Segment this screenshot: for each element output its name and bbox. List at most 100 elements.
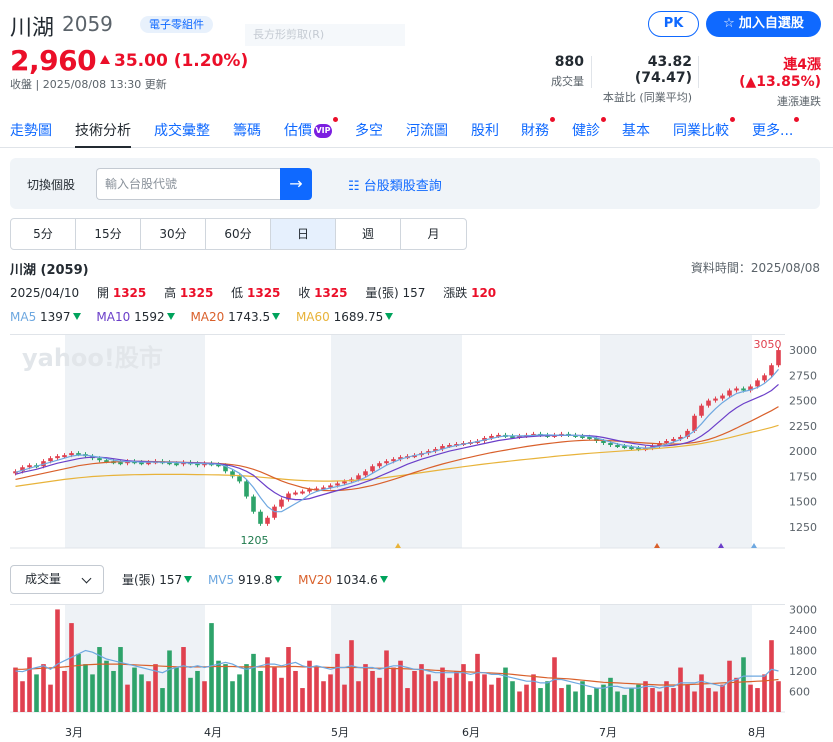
- min-annotation: 1205: [241, 534, 269, 547]
- period-15min[interactable]: 15分: [76, 219, 141, 249]
- section-nav: 走勢圖 技術分析 成交彙整 籌碼 估價 VIP 多空 河流圖 股利 財務 健診 基…: [0, 114, 833, 148]
- candle: [258, 511, 263, 524]
- notification-dot: [794, 117, 800, 122]
- tab-basic[interactable]: 基本: [622, 123, 650, 139]
- volume-bar: [734, 677, 739, 712]
- volume-chart[interactable]: 600 1200 1800 2400 3000 3月 4月 5月 6月 7月 8月: [0, 604, 833, 742]
- volume-bar: [727, 660, 732, 712]
- tab-technical[interactable]: 技術分析: [75, 120, 131, 148]
- volume-bar: [27, 657, 32, 712]
- volume-bar: [678, 667, 683, 712]
- ghost-tooltip: 長方形剪取(R): [245, 24, 405, 46]
- candle: [587, 436, 592, 439]
- stat-value: 43.82 (74.47): [634, 54, 692, 86]
- down-arrow-icon: [166, 313, 175, 320]
- tab-financial[interactable]: 財務: [521, 117, 555, 148]
- period-month[interactable]: 月: [427, 227, 440, 241]
- ma5-line: [15, 368, 779, 513]
- candle: [636, 448, 641, 451]
- category-tag[interactable]: 電子零組件: [140, 16, 213, 33]
- category-query-link[interactable]: ☷ 台股類股查詢: [348, 175, 442, 194]
- tab-more[interactable]: 更多...: [752, 117, 800, 148]
- add-watchlist-button[interactable]: ☆ 加入自選股: [706, 11, 821, 37]
- ohlc-change: 漲跌 120: [443, 286, 497, 300]
- volume-bar: [720, 684, 725, 712]
- down-arrow-icon: [184, 576, 193, 583]
- period-day[interactable]: 日: [271, 219, 336, 249]
- tab-chips[interactable]: 籌碼: [233, 123, 261, 139]
- ohlc-close: 收 1325: [298, 286, 348, 300]
- price-chart[interactable]: yahoo!股市 1250 1500 1750 2000 2250 2500 2750 3000…: [0, 334, 833, 552]
- candle: [601, 440, 606, 444]
- signal-marker: [751, 543, 757, 548]
- candle: [356, 475, 361, 480]
- period-week[interactable]: 週: [336, 219, 401, 249]
- down-arrow-icon: [379, 576, 388, 583]
- indicator-select-value: 成交量: [25, 572, 62, 586]
- data-time: 資料時間：2025/08/08: [690, 261, 820, 275]
- tab-trades[interactable]: 成交彙整: [154, 123, 210, 139]
- volume-bar: [594, 688, 599, 712]
- signal-marker: [654, 543, 660, 548]
- candle: [685, 430, 690, 437]
- tab-trend[interactable]: 走勢圖: [10, 123, 52, 139]
- volume-legend: 量(張) 157 MV5 919.8 MV20 1034.6: [122, 571, 400, 588]
- ohlc-row: 2025/04/10 開 1325 高 1325 低 1325 收 1325 量…: [10, 284, 510, 301]
- period-60min[interactable]: 60分: [206, 219, 271, 249]
- volume-bar: [552, 657, 557, 712]
- period-30min[interactable]: 30分: [141, 219, 206, 249]
- candle: [594, 437, 599, 441]
- price-change: 35.00 (1.20%): [100, 51, 248, 71]
- volume-bar: [286, 647, 291, 712]
- y-tick-label: 2250: [789, 420, 817, 433]
- ma60-legend: MA60 1689.75: [296, 310, 394, 324]
- candle: [167, 462, 172, 465]
- candle: [69, 453, 74, 456]
- volume-bar: [307, 660, 312, 712]
- stat-label: 本益比 (同業平均): [602, 91, 692, 104]
- tab-compare[interactable]: 同業比較: [673, 117, 735, 148]
- mv5-legend: MV5 919.8: [208, 573, 283, 587]
- volume-bar: [755, 688, 760, 712]
- tab-river[interactable]: 河流圖: [406, 123, 448, 139]
- tab-valuation[interactable]: 估價 VIP: [284, 117, 338, 148]
- volume-bar: [482, 674, 487, 712]
- tab-dividend[interactable]: 股利: [471, 123, 499, 139]
- volume-bar: [454, 670, 459, 712]
- volume-bar: [713, 691, 718, 712]
- x-tick-label: 5月: [331, 726, 349, 739]
- stat-value: 連4漲 (▲13.85%): [739, 57, 821, 90]
- signal-marker: [395, 543, 401, 548]
- volume-bar: [146, 681, 151, 712]
- volume-bar: [160, 688, 165, 712]
- volume-bar: [195, 670, 200, 712]
- stock-code-input[interactable]: [96, 168, 280, 200]
- volume-bar: [657, 691, 662, 712]
- pk-button[interactable]: PK: [648, 11, 699, 37]
- candle: [377, 463, 382, 467]
- price-change-value: 35.00 (1.20%): [114, 51, 249, 71]
- candle: [146, 462, 151, 465]
- candle: [279, 499, 284, 507]
- down-arrow-icon: [274, 576, 283, 583]
- volume-bar: [559, 688, 564, 712]
- volume-bar: [419, 664, 424, 712]
- volume-bar: [440, 667, 445, 712]
- candle: [384, 461, 389, 464]
- volume-bar: [328, 674, 333, 712]
- tab-health[interactable]: 健診: [572, 117, 606, 148]
- submit-button[interactable]: →: [280, 168, 312, 200]
- mv20-line: [15, 663, 779, 686]
- candle: [489, 435, 494, 438]
- volume-bar: [531, 674, 536, 712]
- period-5min[interactable]: 5分: [11, 219, 76, 249]
- volume-bar: [258, 670, 263, 712]
- volume-bar: [251, 653, 256, 712]
- y-tick-label: 3000: [789, 604, 817, 616]
- candle: [776, 350, 781, 366]
- tab-longshort[interactable]: 多空: [355, 123, 383, 139]
- period-selector: 5分 15分 30分 60分 日 週 月: [10, 218, 467, 250]
- mv5-line: [15, 649, 779, 689]
- candle: [370, 466, 375, 472]
- indicator-select[interactable]: 成交量: [10, 565, 104, 594]
